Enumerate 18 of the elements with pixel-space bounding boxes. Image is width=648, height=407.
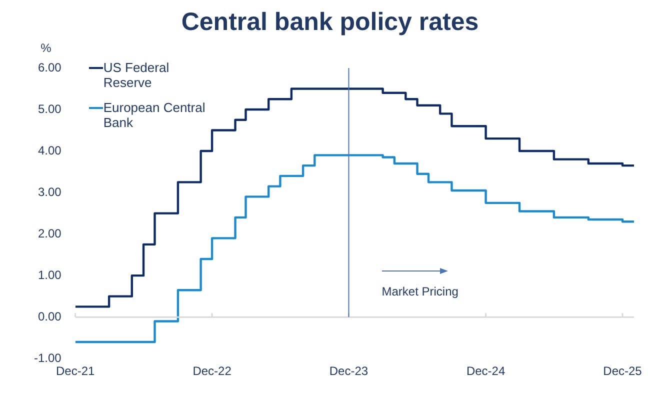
- y-tick-label: 2.00: [38, 226, 62, 240]
- y-tick-label: 4.00: [38, 143, 62, 158]
- y-tick-label: 1.00: [38, 268, 62, 282]
- x-tick-label: Dec-25: [603, 364, 642, 378]
- y-tick-label: 6.00: [38, 60, 62, 74]
- y-tick-label: 3.00: [38, 184, 62, 199]
- y-tick-label: 5.00: [38, 102, 62, 116]
- x-tick-label: Dec-23: [329, 364, 368, 378]
- y-tick-label: -1.00: [34, 350, 62, 365]
- x-tick-label: Dec-21: [56, 364, 96, 378]
- chart-title: Central bank policy rates: [181, 8, 479, 36]
- annotation: Market Pricing: [382, 284, 458, 298]
- y-tick-label: 0.00: [38, 309, 62, 324]
- x-tick-label: Dec-24: [466, 364, 506, 378]
- y-axis-title: %: [40, 41, 52, 55]
- legend-label: European Central Bank: [103, 100, 206, 130]
- x-tick-label: Dec-22: [192, 364, 232, 378]
- legend-label: US Federal Reserve: [103, 60, 170, 90]
